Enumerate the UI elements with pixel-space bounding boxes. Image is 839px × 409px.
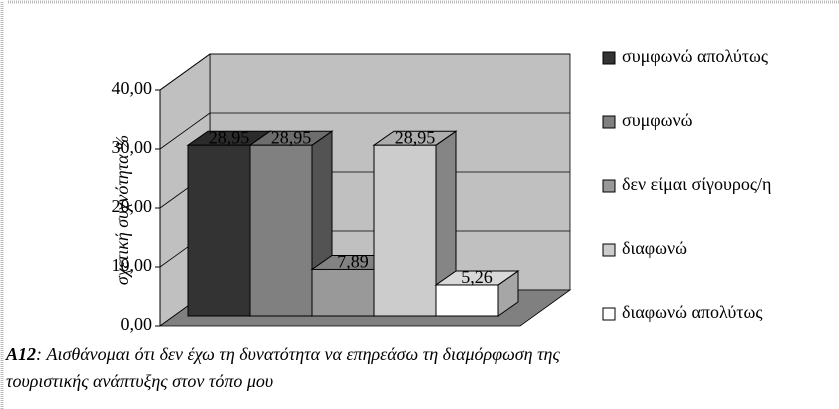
caption-label: A12 — [5, 344, 36, 364]
y-tick-label: 30,00 — [112, 137, 153, 157]
bar — [373, 144, 437, 317]
bar-top-shade — [188, 131, 270, 146]
bar-side-shade — [436, 131, 456, 316]
data-label: 28,95 — [209, 127, 250, 147]
legend-swatch — [602, 307, 616, 321]
legend-swatch — [602, 115, 616, 129]
bar — [311, 268, 375, 317]
legend-label: διαφωνώ απολύτως — [622, 302, 763, 322]
y-tick-label: 0,00 — [121, 314, 153, 334]
legend-label: διαφωνώ — [622, 238, 687, 258]
bar — [435, 284, 499, 317]
caption-line: A12: Αισθάνομαι ότι δεν έχω τη δυνατότητ… — [5, 344, 560, 364]
legend-swatch — [602, 243, 616, 257]
caption-text: τουριστικής ανάπτυξης στον τόπο μου — [6, 371, 273, 391]
grid-line — [159, 53, 211, 91]
legend-swatch — [602, 51, 616, 65]
bar — [187, 144, 251, 317]
grid-line — [159, 112, 211, 150]
bar — [249, 144, 313, 317]
legend-swatch — [602, 179, 616, 193]
y-axis-title: σχετική συχνότητα % — [112, 135, 132, 285]
data-label: 7,89 — [337, 252, 369, 272]
y-tick-label: 20,00 — [112, 196, 153, 216]
bar-top-shade — [436, 270, 518, 285]
bar-side-shade — [498, 270, 518, 316]
bar-top-shade — [250, 131, 332, 146]
caption-text: : Αισθάνομαι ότι δεν έχω τη δυνατότητα ν… — [36, 344, 560, 364]
data-label: 28,95 — [395, 127, 436, 147]
y-tick-label: 40,00 — [112, 78, 153, 98]
legend-label: συμφωνώ — [622, 110, 693, 130]
y-tick-label: 10,00 — [112, 255, 153, 275]
data-label: 28,95 — [271, 127, 312, 147]
bar-top-shade — [374, 131, 456, 146]
legend-label: δεν είμαι σίγουρος/η — [622, 174, 771, 194]
data-label: 5,26 — [461, 267, 493, 287]
legend-label: συμφωνώ απολύτως — [622, 46, 768, 66]
